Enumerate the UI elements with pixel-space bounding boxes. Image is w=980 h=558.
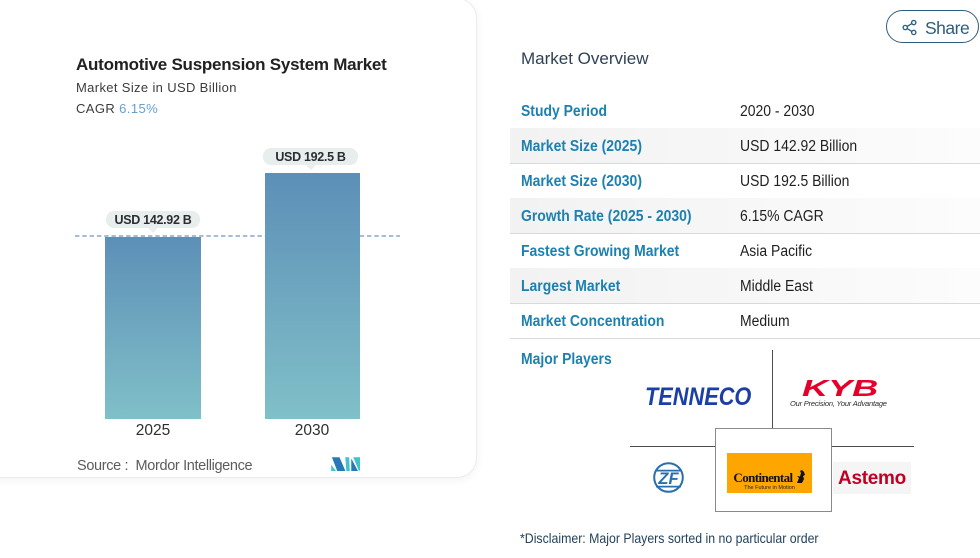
svg-text:ZF: ZF [657, 470, 679, 488]
